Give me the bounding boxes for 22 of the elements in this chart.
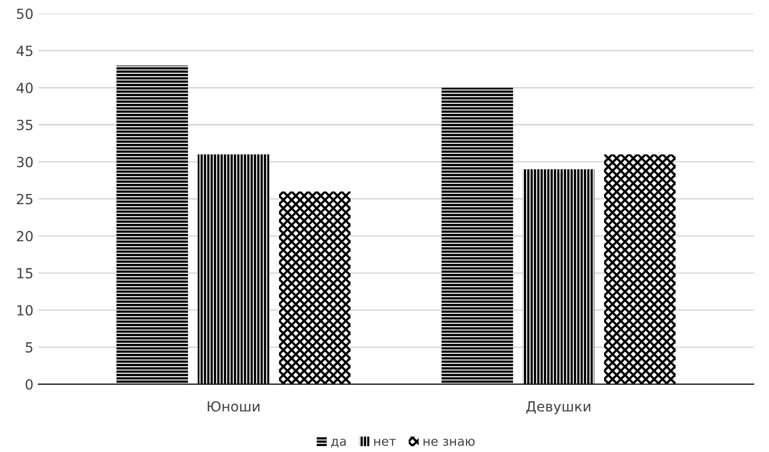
bar <box>116 65 188 384</box>
y-tick-label: 0 <box>26 379 33 390</box>
y-tick-label: 40 <box>16 82 33 94</box>
y-tick-label: 25 <box>16 194 32 204</box>
y-tick-label: 10 <box>17 305 33 316</box>
y-tick-label: 45 <box>16 46 32 56</box>
bar <box>522 169 594 384</box>
legend-label: не знаю <box>424 438 475 446</box>
x-tick-label: Девушки <box>526 401 590 414</box>
legend-label: нет <box>374 438 396 446</box>
bar <box>604 154 676 384</box>
y-tick-label: 5 <box>26 342 32 353</box>
y-tick-label: 20 <box>16 230 33 242</box>
y-tick-label: 30 <box>16 156 33 168</box>
legend-label: да <box>331 438 346 448</box>
bar <box>198 154 270 384</box>
y-tick-label: 50 <box>16 8 33 20</box>
y-tick-label: 35 <box>16 120 32 130</box>
y-tick-label: 15 <box>17 268 32 278</box>
bar <box>279 191 351 384</box>
x-tick-label: Юноши <box>208 401 260 412</box>
bar <box>442 88 514 384</box>
